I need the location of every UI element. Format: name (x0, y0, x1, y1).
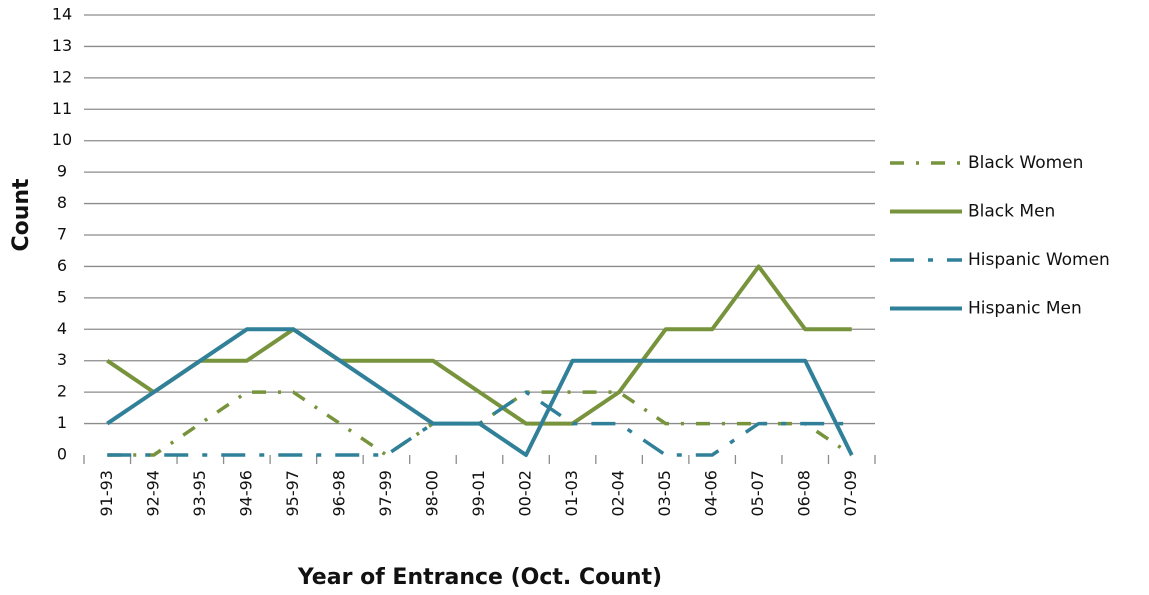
legend-label: Black Men (968, 202, 1055, 222)
x-tick-label: 93-95 (190, 470, 209, 517)
y-tick-label: 12 (52, 67, 72, 86)
y-tick-label: 2 (57, 382, 67, 401)
x-tick-label: 91-93 (97, 470, 116, 517)
x-tick-label: 96-98 (329, 470, 348, 517)
legend-label: Black Women (968, 153, 1083, 173)
x-tick-label: 94-96 (236, 470, 255, 517)
y-tick-label: 6 (57, 256, 67, 275)
y-tick-label: 13 (52, 36, 72, 55)
series-line (106, 327, 854, 457)
x-tick-label: 97-99 (376, 470, 395, 517)
x-tick-label: 07-09 (841, 470, 860, 517)
series-line (106, 264, 852, 426)
y-tick-label: 14 (52, 5, 72, 24)
x-tick-label: 02-04 (609, 470, 628, 517)
x-tick-label: 99-01 (469, 470, 488, 517)
y-tick-label: 3 (57, 350, 67, 369)
y-tick-label: 8 (57, 193, 67, 212)
x-tick-label: 04-06 (702, 470, 721, 517)
y-tick-label: 5 (57, 287, 67, 306)
y-tick-label: 9 (57, 162, 67, 181)
x-tick-label: 03-05 (655, 470, 674, 517)
y-tick-label: 11 (52, 99, 72, 118)
x-tick-label: 95-97 (283, 470, 302, 517)
x-tick-label: 92-94 (143, 470, 162, 517)
x-tick-label: 05-07 (748, 470, 767, 517)
x-tick-label: 00-02 (516, 470, 535, 517)
legend-label: Hispanic Men (968, 299, 1082, 319)
y-tick-label: 0 (57, 445, 67, 464)
y-axis-title: Count (9, 178, 34, 252)
y-tick-label: 4 (57, 319, 67, 338)
y-tick-label: 10 (52, 130, 72, 149)
legend-label: Hispanic Women (968, 250, 1110, 270)
x-tick-label: 01-03 (562, 470, 581, 517)
x-axis-title: Year of Entrance (Oct. Count) (297, 565, 662, 590)
y-tick-label: 7 (57, 225, 67, 244)
x-tick-label: 06-08 (795, 470, 814, 517)
x-tick-label: 98-00 (422, 470, 441, 517)
y-tick-label: 1 (57, 413, 67, 432)
